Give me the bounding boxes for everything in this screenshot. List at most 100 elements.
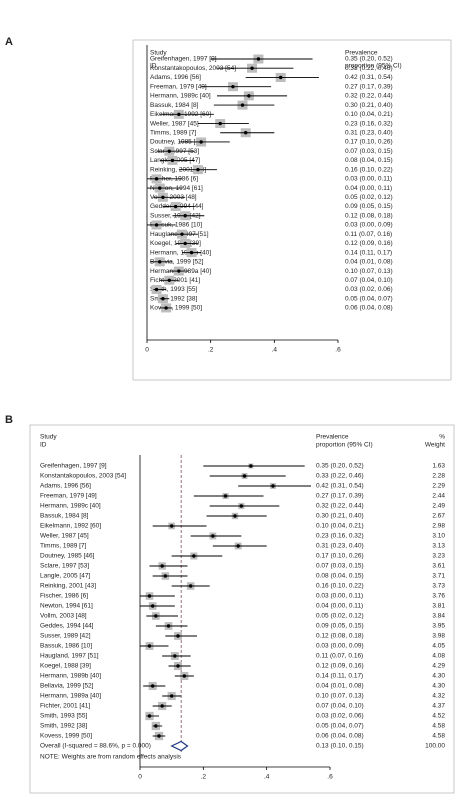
point-estimate: [192, 554, 196, 558]
column-header: %: [439, 434, 445, 441]
point-estimate: [167, 278, 171, 282]
weight-label: 1.63: [432, 463, 445, 470]
point-estimate: [250, 66, 254, 70]
point-estimate: [161, 195, 165, 199]
weight-label: 4.29: [432, 663, 445, 670]
estimate-label: 0.09 (0.05, 0.15): [316, 623, 364, 630]
estimate-label: 0.04 (0.01, 0.08): [345, 259, 393, 266]
point-estimate: [169, 694, 174, 698]
weight-label: 3.61: [432, 563, 445, 570]
point-estimate: [154, 287, 159, 292]
estimate-label: 0.03 (0.00, 0.09): [316, 643, 364, 650]
column-header: Prevalence: [345, 50, 378, 57]
estimate-label: 0.42 (0.31, 0.54): [345, 74, 393, 81]
point-estimate: [177, 112, 181, 117]
study-label: Hermann, 1989c [40]: [150, 93, 211, 100]
point-estimate: [158, 260, 162, 264]
point-estimate: [240, 103, 245, 107]
point-estimate: [154, 614, 158, 618]
point-estimate: [247, 94, 251, 98]
estimate-label: 0.23 (0.16, 0.32): [316, 533, 364, 540]
estimate-label: 0.42 (0.31, 0.54): [316, 483, 364, 490]
study-label: Timms, 1989 [7]: [40, 543, 87, 550]
x-tick-label: 0: [145, 347, 149, 354]
weight-label: 2.67: [432, 513, 445, 520]
point-estimate: [163, 574, 168, 578]
weight-label: 3.10: [432, 533, 445, 540]
weight-label: 3.71: [432, 573, 445, 580]
estimate-label: 0.05 (0.04, 0.07): [345, 295, 393, 302]
point-estimate: [218, 121, 222, 126]
point-estimate: [271, 484, 275, 488]
point-estimate: [243, 131, 248, 135]
study-label: Adams, 1996 [56]: [150, 74, 201, 81]
study-label: Fichter, 2001 [41]: [40, 703, 90, 710]
column-header: ID: [40, 442, 47, 449]
point-estimate: [176, 664, 180, 668]
x-tick-label: .6: [335, 347, 341, 354]
point-estimate: [150, 684, 155, 688]
study-label: Koegel, 1988 [39]: [40, 663, 91, 670]
point-estimate: [233, 514, 237, 518]
estimate-label: 0.07 (0.04, 0.10): [316, 703, 364, 710]
point-estimate: [182, 674, 187, 678]
estimate-label: 0.06 (0.04, 0.08): [316, 733, 364, 740]
weight-label: 2.49: [432, 503, 445, 510]
estimate-label: 0.27 (0.17, 0.39): [316, 493, 364, 500]
estimate-label: 0.13 (0.10, 0.15): [316, 743, 364, 750]
estimate-label: 0.17 (0.10, 0.26): [345, 139, 393, 146]
point-estimate: [189, 250, 194, 255]
study-label: Eikelmann, 1992 [60]: [40, 523, 101, 530]
weight-label: 2.44: [432, 493, 445, 500]
study-label: Fischer, 1986 [6]: [40, 593, 88, 600]
study-label: Greifenhagen, 1997 [9]: [150, 56, 217, 63]
column-header: proportion (95% CI): [316, 442, 373, 449]
weight-label: 3.98: [432, 633, 445, 640]
study-label: Konstantakopoulos, 2003 [54]: [150, 65, 236, 72]
x-tick-label: .2: [201, 774, 207, 781]
study-label: Freeman, 1979 [49]: [150, 83, 207, 90]
point-estimate: [176, 634, 180, 638]
study-label: Bellavia, 1999 [52]: [40, 683, 94, 690]
estimate-label: 0.07 (0.04, 0.10): [345, 277, 393, 284]
point-estimate: [154, 724, 158, 728]
study-label: Weller, 1987 [45]: [150, 120, 199, 127]
column-header: Prevalence: [316, 434, 349, 441]
study-label: Hermann, 1989b [40]: [40, 673, 101, 680]
estimate-label: 0.04 (0.00, 0.11): [316, 603, 363, 610]
weight-label: 4.58: [432, 723, 445, 730]
study-label: Timms, 1989 [7]: [150, 129, 197, 136]
study-label: Bassuk, 1984 [8]: [150, 102, 199, 109]
estimate-label: 0.12 (0.09, 0.16): [316, 663, 364, 670]
estimate-label: 0.03 (0.02, 0.06): [316, 713, 364, 720]
study-label: Smith, 1993 [55]: [40, 713, 88, 720]
panel-frame: [132, 39, 452, 381]
estimate-label: 0.12 (0.09, 0.16): [345, 240, 393, 247]
study-label: Konstantakopoulos, 2003 [54]: [40, 473, 126, 480]
point-estimate: [170, 158, 175, 163]
estimate-label: 0.30 (0.21, 0.40): [345, 102, 393, 109]
weight-label: 3.95: [432, 623, 445, 630]
estimate-label: 0.10 (0.07, 0.13): [345, 268, 393, 275]
estimate-label: 0.04 (0.01, 0.08): [316, 683, 364, 690]
study-label: Langle, 2005 [47]: [40, 573, 90, 580]
weight-label: 3.84: [432, 613, 445, 620]
point-estimate: [147, 714, 152, 718]
study-label: Bassuk, 1986 [10]: [150, 222, 202, 229]
weight-label: 4.37: [432, 703, 445, 710]
weight-label: 4.52: [432, 713, 445, 720]
estimate-label: 0.08 (0.04, 0.15): [316, 573, 364, 580]
point-estimate: [164, 306, 168, 310]
point-estimate: [256, 57, 261, 61]
point-estimate: [239, 504, 244, 508]
panel-frame: [29, 424, 455, 794]
study-label: Doutney, 1985 [46]: [40, 553, 95, 560]
estimate-label: 0.33 (0.22, 0.46): [345, 65, 393, 72]
point-estimate: [161, 297, 165, 301]
point-estimate: [236, 544, 240, 548]
estimate-label: 0.35 (0.20, 0.52): [345, 56, 393, 63]
study-label: Reinking, 2001 [43]: [40, 583, 96, 590]
study-label: Geddes, 1994 [44]: [40, 623, 94, 630]
weight-label: 3.23: [432, 553, 445, 560]
